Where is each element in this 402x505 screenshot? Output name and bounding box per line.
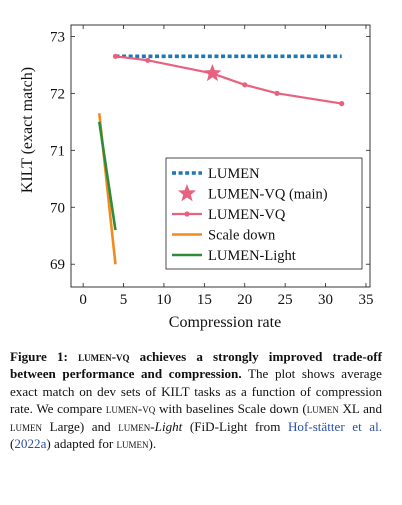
caption-label: Figure 1: bbox=[10, 349, 68, 364]
x-axis-label: Compression rate bbox=[169, 314, 281, 331]
y-tick-label: 73 bbox=[50, 29, 65, 45]
series-lumen-vq-line bbox=[115, 55, 342, 105]
chart-data-layer bbox=[97, 53, 345, 265]
x-tick-label: 15 bbox=[197, 292, 212, 308]
citation-link[interactable]: Hof-stätter et al. bbox=[287, 418, 382, 434]
chart-ticks: 0 5 10 15 20 25 30 35 69 70 71 72 73 bbox=[50, 25, 373, 308]
caption-method-name: lumen-vq bbox=[78, 349, 130, 364]
legend-label: LUMEN-Light bbox=[208, 248, 296, 264]
caption-text: ). bbox=[148, 436, 157, 452]
chart-plot-area bbox=[70, 24, 371, 288]
legend-label: LUMEN bbox=[208, 166, 260, 182]
caption-model-ref: lumen bbox=[10, 418, 42, 434]
legend-label: LUMEN-VQ bbox=[208, 207, 286, 223]
legend-swatch-lumen-vq-point bbox=[184, 211, 190, 217]
series-lumen-vq-point bbox=[274, 90, 280, 96]
caption-text: (FiD-Light from bbox=[189, 418, 281, 434]
x-tick-label: 10 bbox=[156, 292, 171, 308]
series-lumen-light-line bbox=[97, 121, 117, 231]
series-lumen-vq-point bbox=[242, 82, 248, 88]
caption-text: The plot shows average exact match on de… bbox=[10, 366, 382, 417]
y-tick-label: 72 bbox=[50, 86, 65, 102]
x-tick-label: 25 bbox=[278, 292, 293, 308]
plot-frame bbox=[70, 24, 371, 288]
caption-text: ) adapted for bbox=[46, 436, 114, 452]
y-tick-label: 69 bbox=[50, 257, 65, 273]
x-tick-label: 35 bbox=[358, 292, 373, 308]
y-tick-label: 70 bbox=[50, 200, 65, 216]
legend-swatch-lumen-vq-main bbox=[177, 184, 197, 202]
x-tick-label: 30 bbox=[318, 292, 333, 308]
series-lumen-vq-point bbox=[145, 57, 151, 63]
y-axis-label: KILT (exact match) bbox=[19, 67, 36, 193]
legend-label: LUMEN-VQ (main) bbox=[208, 187, 328, 203]
chart-legend: LUMEN LUMEN-VQ (main) LUMEN-VQ Scale down LU… bbox=[165, 157, 363, 270]
series-lumen-vq-point bbox=[339, 101, 345, 107]
legend-label: Scale down bbox=[208, 228, 276, 244]
caption-text: ( bbox=[10, 436, 15, 452]
caption-text: XL and bbox=[342, 401, 383, 417]
chart-figure: 0 5 10 15 20 25 30 35 69 70 71 72 73 Compression rat… bbox=[19, 24, 373, 331]
caption-text: with baselines Scale down ( bbox=[158, 401, 307, 417]
caption-method-ref: lumen-vq bbox=[105, 401, 156, 417]
caption-model-ref: lumen- bbox=[118, 418, 155, 434]
x-tick-label: 5 bbox=[120, 292, 128, 308]
caption-text: Large) and bbox=[49, 418, 111, 434]
caption-model-ref: lumen bbox=[116, 436, 149, 452]
series-lumen-vq-point bbox=[112, 53, 119, 59]
x-tick-label: 0 bbox=[79, 292, 87, 308]
caption-model-ref: Light bbox=[154, 418, 183, 434]
caption-model-ref: lumen bbox=[306, 401, 339, 417]
y-tick-label: 71 bbox=[50, 143, 65, 159]
caption-headline: achieves a strongly improved trade-off b… bbox=[10, 349, 382, 382]
citation-link[interactable]: 2022a bbox=[14, 436, 47, 452]
series-lumen-vq-point bbox=[209, 70, 216, 77]
figure-caption: Figure 1: lumen-vq achieves a strongly i… bbox=[10, 348, 382, 452]
x-tick-label: 20 bbox=[237, 292, 252, 308]
